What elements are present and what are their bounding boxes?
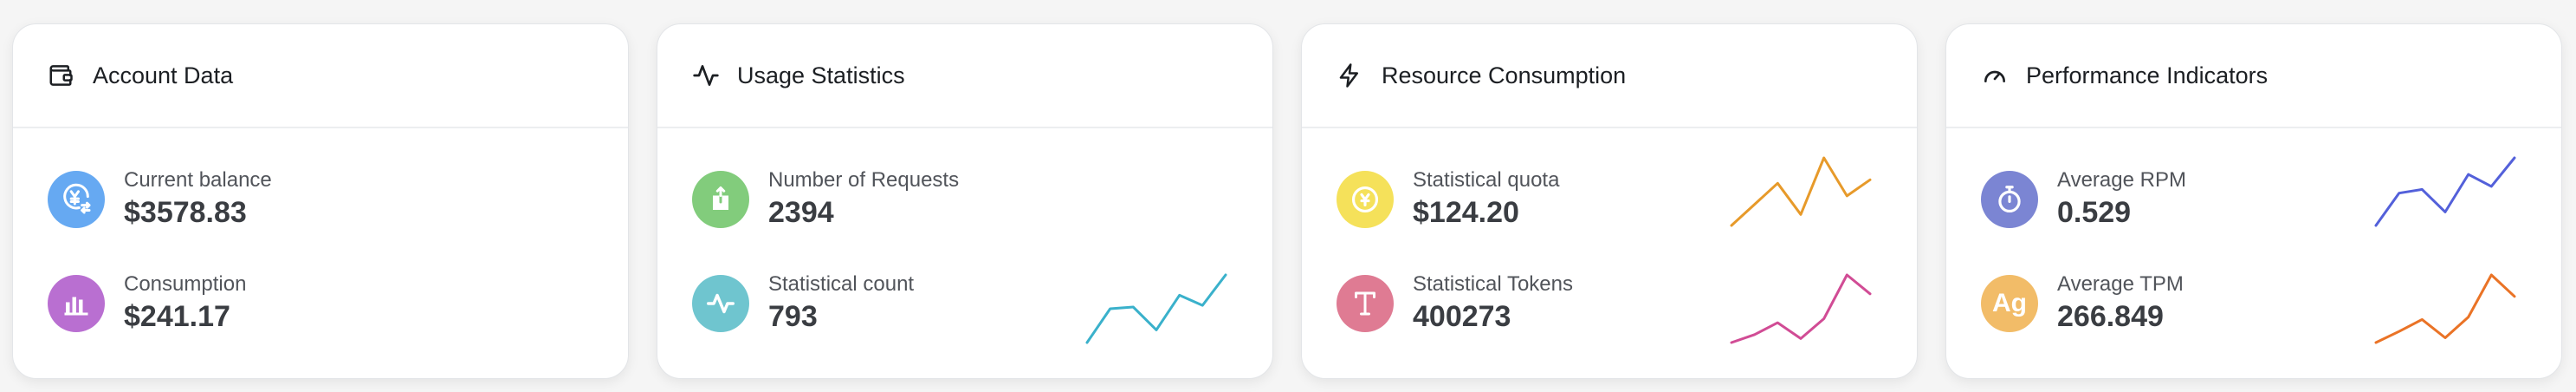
metric-current-balance: Current balance $3578.83 [48,167,272,232]
metric-consumption: Consumption $241.17 [48,271,246,336]
sparkline-path [2374,156,2516,227]
send-icon [692,171,749,228]
card-header: Performance Indicators [1946,24,2561,128]
stopwatch-icon [1981,171,2038,228]
average-rpm-sparkline [2374,156,2516,227]
card-usage-statistics: Usage Statistics Number of Requests 2394 [657,23,1273,379]
metric-label: Current balance [124,168,272,192]
card-title: Usage Statistics [737,62,905,88]
metric-statistical-tokens: Statistical Tokens 400273 [1337,271,1573,336]
metric-value: $241.17 [124,300,230,333]
metric-value: 400273 [1413,300,1511,333]
average-tpm-sparkline [2374,273,2516,344]
card-account-data: Account Data Current balance $3578.83 [12,23,629,379]
metric-label: Consumption [124,272,247,296]
statistical-count-sparkline [1085,273,1227,344]
metric-label: Statistical count [768,272,915,296]
metric-value: $124.20 [1413,196,1519,229]
card-header: Resource Consumption [1302,24,1917,128]
speedometer-icon [1981,62,2009,89]
metric-label: Statistical quota [1413,168,1560,192]
text-icon [1337,275,1394,332]
lightning-icon [1337,62,1364,89]
statistical-quota-sparkline [1730,156,1872,227]
card-performance-indicators: Performance Indicators Average RPM 0.529… [1945,23,2562,379]
sparkline-path [2374,273,2516,344]
metric-label: Number of Requests [768,168,960,192]
bar-chart-icon [48,275,105,332]
metric-number-of-requests: Number of Requests 2394 [692,167,959,232]
pulse-icon [692,275,749,332]
metric-average-tpm: Ag Average TPM 266.849 [1981,271,2184,336]
ag-icon-text: Ag [1992,289,2027,317]
metric-label: Average TPM [2057,272,2184,296]
metric-statistical-quota: Statistical quota $124.20 [1337,167,1559,232]
card-header: Usage Statistics [657,24,1272,128]
sparkline-path [1730,156,1872,227]
coin-icon [1337,171,1394,228]
sparkline-path [1085,273,1227,344]
card-header: Account Data [13,24,628,128]
metric-statistical-count: Statistical count 793 [692,271,914,336]
sparkline-path [1730,273,1872,344]
yuan-exchange-icon [48,171,105,228]
card-title: Performance Indicators [2026,62,2269,88]
metric-value: 793 [768,300,818,333]
metric-label: Statistical Tokens [1413,272,1573,296]
card-title: Account Data [93,62,234,88]
card-title: Resource Consumption [1382,62,1627,88]
ag-icon: Ag [1981,275,2038,332]
activity-icon [692,62,720,89]
metric-value: $3578.83 [124,196,247,229]
metric-value: 2394 [768,196,834,229]
metric-value: 266.849 [2057,300,2164,333]
metric-label: Average RPM [2057,168,2186,192]
card-resource-consumption: Resource Consumption Statistical quota $… [1301,23,1918,379]
wallet-icon [48,62,75,89]
statistical-tokens-sparkline [1730,273,1872,344]
metric-average-rpm: Average RPM 0.529 [1981,167,2186,232]
metric-value: 0.529 [2057,196,2132,229]
